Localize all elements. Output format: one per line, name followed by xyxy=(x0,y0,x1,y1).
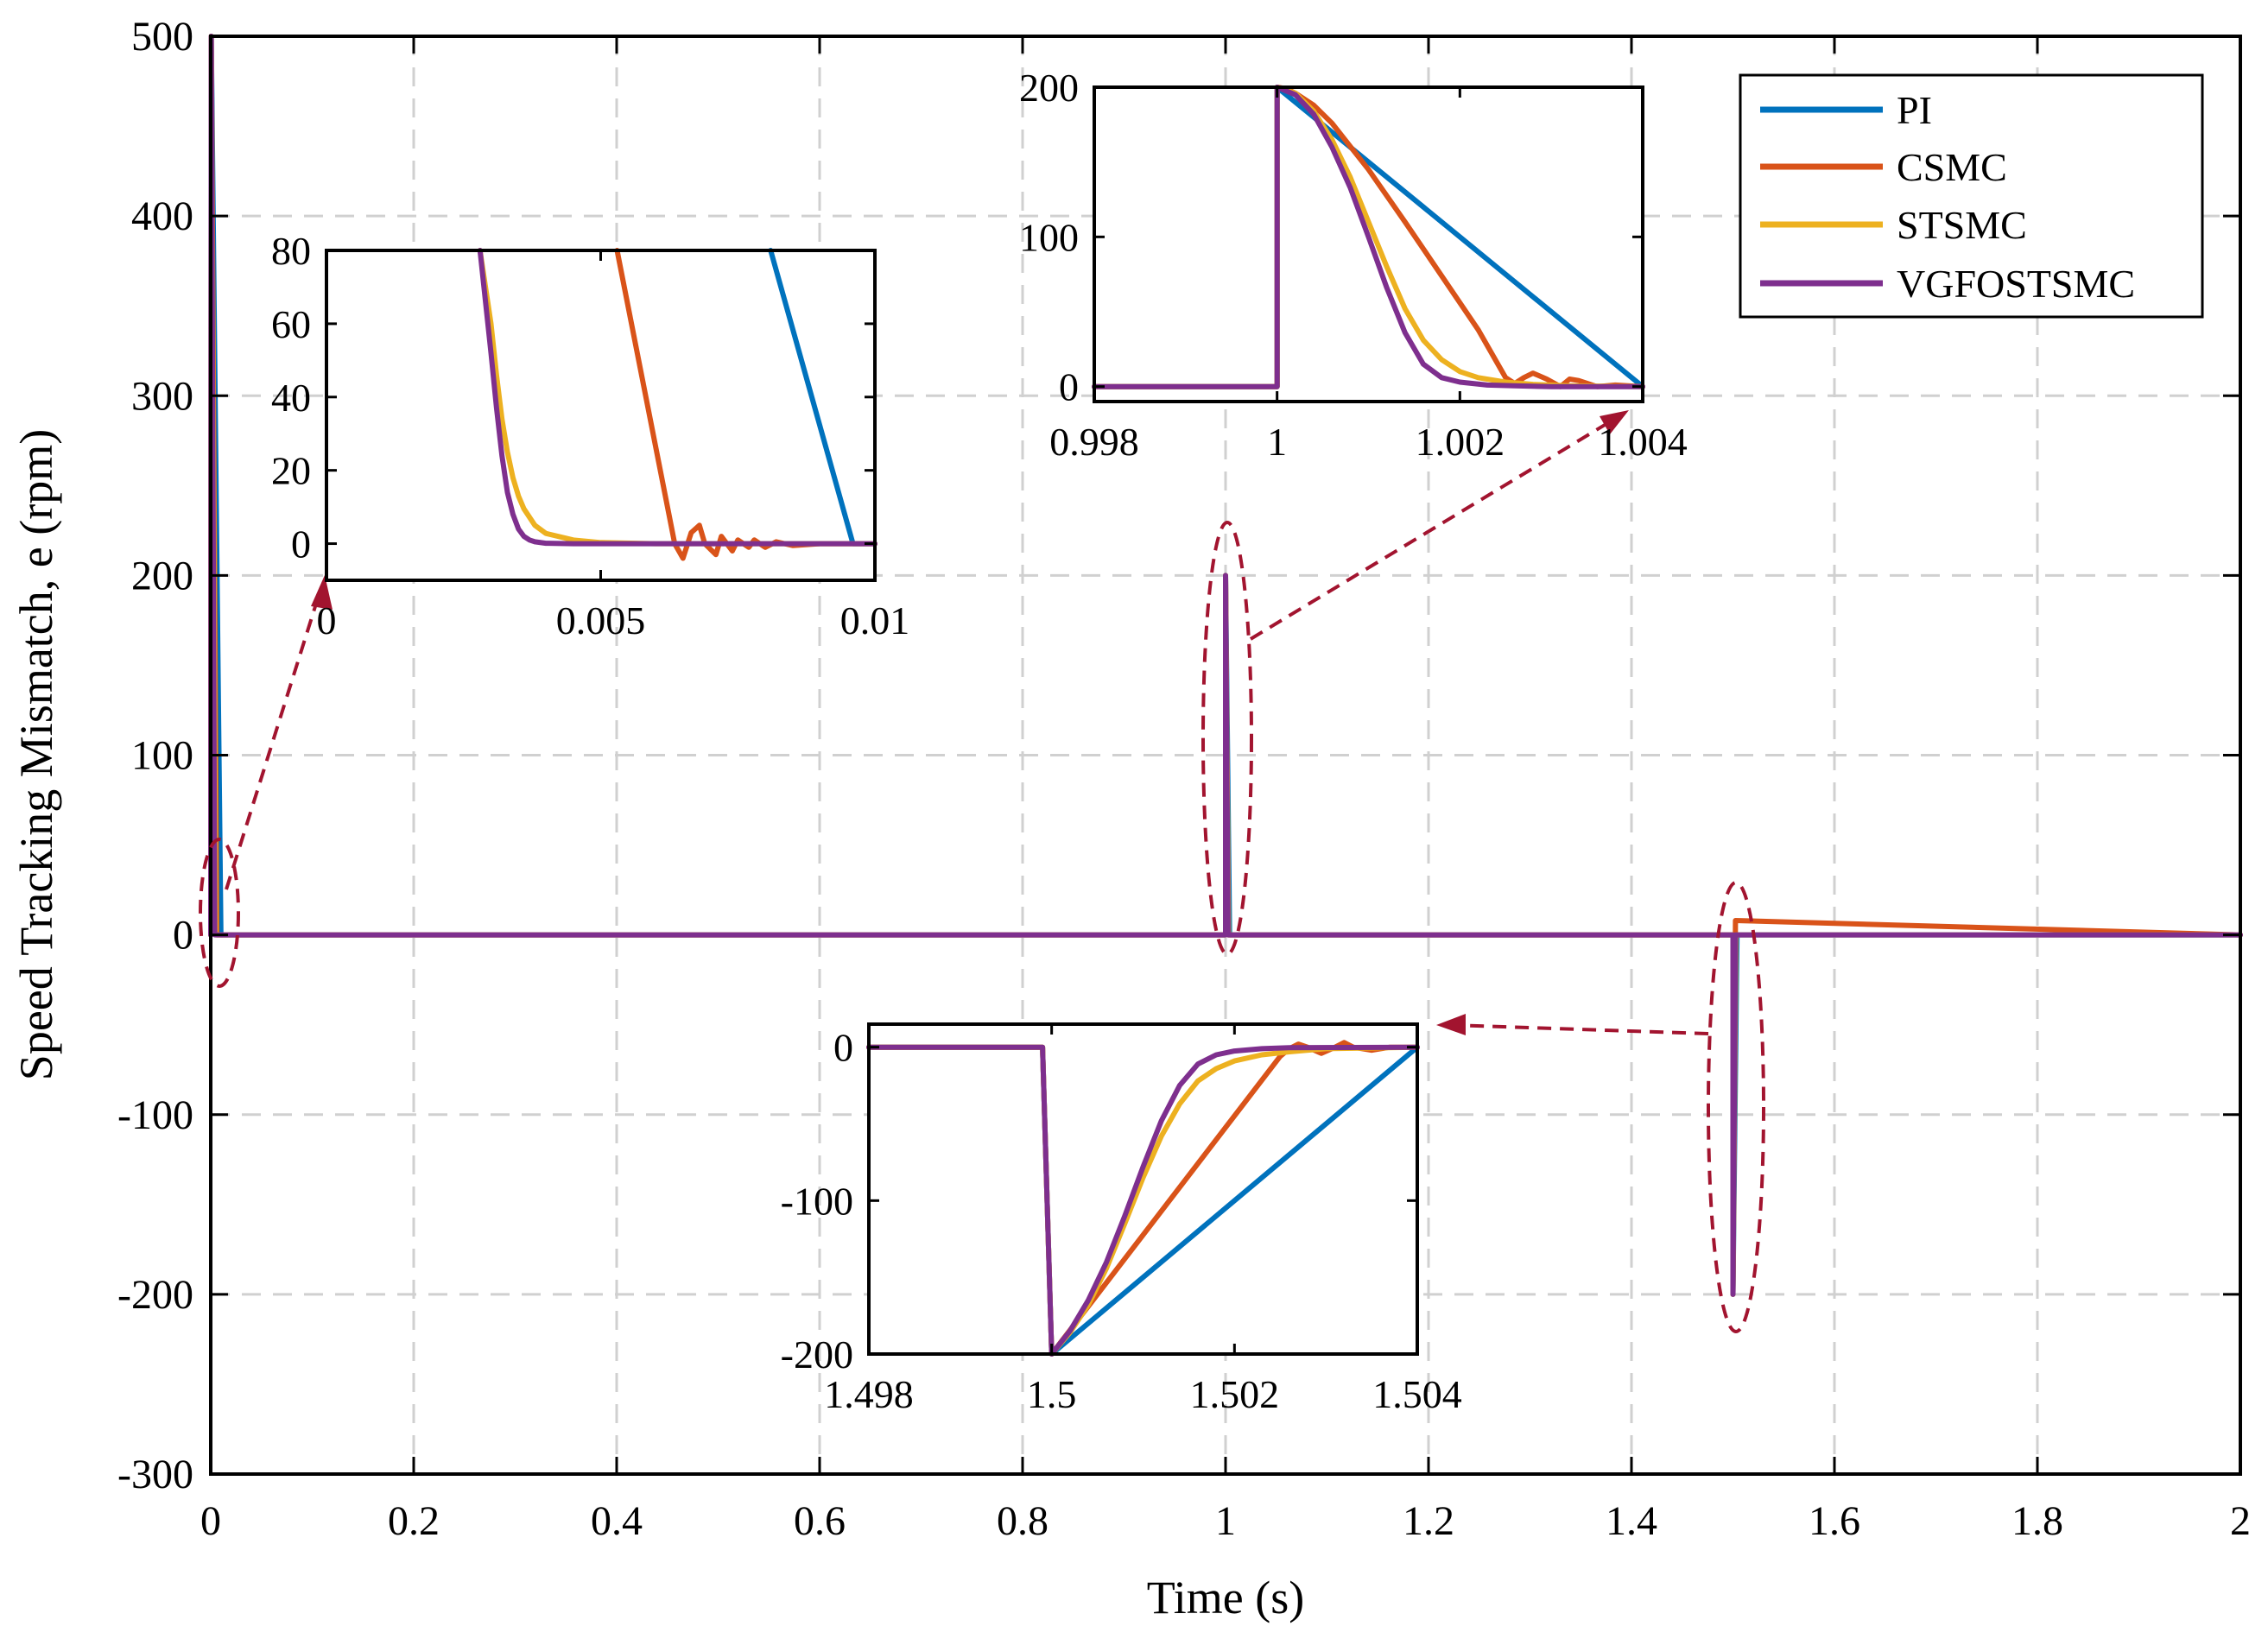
main-xtick-label-3: 0.6 xyxy=(794,1498,846,1544)
main-ytick-label-7: 400 xyxy=(131,193,193,239)
main-ytick-label-4: 100 xyxy=(131,733,193,779)
inset_t1-xtick-label-1: 1 xyxy=(1267,420,1287,464)
inset_t15-xtick-label-2: 1.502 xyxy=(1190,1372,1280,1416)
inset_start-xtick-label-2: 0.01 xyxy=(840,598,910,642)
inset_t1-xtick-label-0: 0.998 xyxy=(1049,420,1139,464)
inset-t15-frame xyxy=(867,1022,1419,1356)
main-xtick-label-1: 0.2 xyxy=(388,1498,440,1544)
inset-start: 0 0.005 0.01 0 20 40 60 80 xyxy=(271,229,909,642)
inset_start-ytick-label-4: 80 xyxy=(271,229,311,273)
main-ytick-label-1: -200 xyxy=(117,1272,193,1318)
inset_t15-xtick-label-1: 1.5 xyxy=(1027,1372,1077,1416)
arrow-head-t1 xyxy=(1600,410,1629,434)
main-ytick-label-3: 0 xyxy=(173,913,193,959)
main-ytick-label-8: 500 xyxy=(131,14,193,60)
main-ytick-label-6: 300 xyxy=(131,373,193,419)
inset_start-ytick-label-1: 20 xyxy=(271,449,311,493)
inset_t15-ytick-label-0: -200 xyxy=(781,1332,853,1376)
inset-t15: 1.498 1.5 1.502 1.504 -200 -100 0 xyxy=(781,1022,1462,1416)
zoom-ellipse-t1 xyxy=(1201,521,1253,956)
inset-t1: 0.998 1 1.002 1.004 0 100 200 xyxy=(1019,66,1688,464)
inset_t1-ytick-label-2: 200 xyxy=(1019,66,1079,110)
inset-t15-ticks: 1.498 1.5 1.502 1.504 -200 -100 0 xyxy=(781,1024,1462,1416)
inset_t15-xtick-label-3: 1.504 xyxy=(1372,1372,1462,1416)
arrow-line-t15 xyxy=(1450,1023,1709,1035)
legend: PI CSMC STSMC VGFOSTSMC xyxy=(1739,73,2204,319)
zoom-ellipse-t15 xyxy=(1707,881,1765,1333)
main-xtick-label-6: 1.2 xyxy=(1403,1498,1454,1544)
legend-label-vgfostsmc: VGFOSTSMC xyxy=(1897,262,2135,306)
legend-entry-csmc: CSMC xyxy=(1760,145,2007,189)
inset-t1-series xyxy=(1092,85,1645,389)
main-xtick-label-9: 1.8 xyxy=(2011,1498,2063,1544)
annotations xyxy=(199,410,1765,1333)
main-xtick-label-0: 0 xyxy=(200,1498,221,1544)
arrow-head-t15 xyxy=(1436,1014,1466,1035)
inset_t1-ytick-label-0: 0 xyxy=(1059,365,1079,409)
arrow-head-start xyxy=(311,575,333,610)
main-xtick-label-4: 0.8 xyxy=(997,1498,1048,1544)
legend-entry-vgfostsmc: VGFOSTSMC xyxy=(1760,262,2135,306)
legend-entry-pi: PI xyxy=(1760,88,1932,132)
arrow-line-t1 xyxy=(1249,418,1615,641)
inset_t1-xtick-label-2: 1.002 xyxy=(1416,420,1505,464)
inset-t1-frame xyxy=(1093,85,1644,403)
main-ticks: 0 0.2 0.4 0.6 0.8 1 1.2 1.4 1.6 1.8 2 -300 -200 -100 0… xyxy=(117,14,2251,1544)
inset-t1-ticks: 0.998 1 1.002 1.004 0 100 200 xyxy=(1019,66,1688,464)
main-series-vgfostsmc xyxy=(208,34,2243,1297)
main-ytick-label-0: -300 xyxy=(117,1452,193,1497)
inset_start-ytick-label-0: 0 xyxy=(291,522,311,566)
y-axis-label: Speed Tracking Mismatch, e (rpm) xyxy=(10,429,62,1080)
legend-label-pi: PI xyxy=(1897,88,1932,132)
main-xtick-label-7: 1.4 xyxy=(1606,1498,1657,1544)
inset_t15-xtick-label-0: 1.498 xyxy=(824,1372,914,1416)
main-xtick-label-10: 2 xyxy=(2230,1498,2251,1544)
inset_t15-ytick-label-1: -100 xyxy=(781,1179,853,1223)
main-ytick-label-2: -100 xyxy=(117,1092,193,1138)
inset_t15-ytick-label-2: 0 xyxy=(833,1026,853,1070)
inset_t1-xtick-label-3: 1.004 xyxy=(1598,420,1688,464)
inset_t15-series-vgfostsmc xyxy=(866,1044,1420,1357)
main-xtick-label-2: 0.4 xyxy=(591,1498,643,1544)
inset-start-background xyxy=(326,250,875,580)
inset_start-series-vgfostsmc xyxy=(477,248,877,547)
inset_t1-ytick-label-1: 100 xyxy=(1019,215,1079,259)
inset_start-xtick-label-1: 0.005 xyxy=(556,598,646,642)
inset_start-xtick-label-0: 0 xyxy=(317,598,337,642)
zoom-ellipse-start xyxy=(199,838,240,988)
inset-t15-series xyxy=(866,1040,1420,1357)
legend-label-stsmc: STSMC xyxy=(1897,203,2027,247)
legend-box xyxy=(1739,73,2204,319)
inset-t15-background xyxy=(869,1024,1417,1354)
arrow-line-start xyxy=(225,586,323,890)
legend-label-csmc: CSMC xyxy=(1897,145,2007,189)
main-ytick-label-5: 200 xyxy=(131,553,193,598)
main-series xyxy=(208,34,2243,1297)
legend-entry-stsmc: STSMC xyxy=(1760,203,2027,247)
inset_start-ytick-label-2: 40 xyxy=(271,376,311,420)
main-xtick-label-5: 1 xyxy=(1215,1498,1236,1544)
inset_start-ytick-label-3: 60 xyxy=(271,302,311,346)
inset-start-ticks: 0 0.005 0.01 0 20 40 60 80 xyxy=(271,229,909,642)
inset_t1-series-vgfostsmc xyxy=(1092,85,1645,389)
x-axis-label: Time (s) xyxy=(1147,1572,1305,1623)
main-xtick-label-8: 1.6 xyxy=(1809,1498,1860,1544)
